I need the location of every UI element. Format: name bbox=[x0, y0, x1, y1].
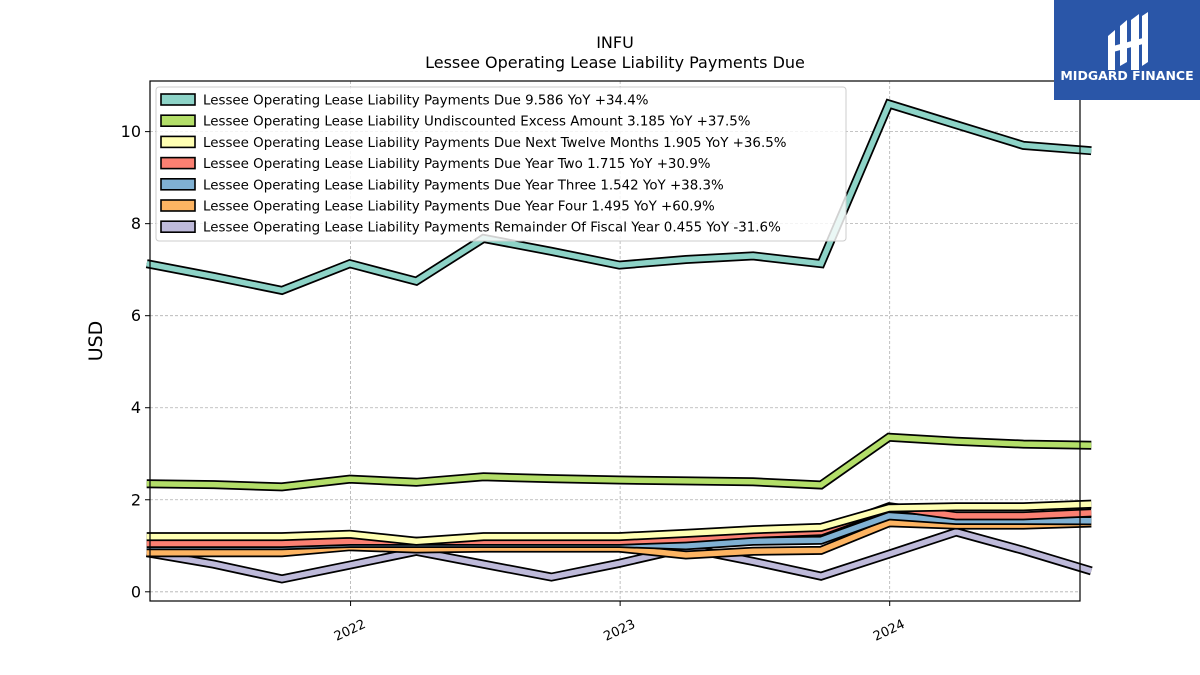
logo-text: MIDGARD FINANCE bbox=[1060, 68, 1193, 83]
series-line bbox=[146, 518, 1092, 560]
series-line-fill bbox=[146, 501, 1092, 544]
legend-swatch bbox=[160, 114, 196, 127]
y-axis: 0 2 4 6 8 10 bbox=[121, 122, 150, 601]
legend-swatch bbox=[160, 135, 196, 149]
legend: Lessee Operating Lease Liability Payment… bbox=[155, 86, 847, 242]
series-line bbox=[145, 527, 1093, 584]
y-tick-label: 0 bbox=[131, 582, 141, 601]
legend-entry: Lessee Operating Lease Liability Payment… bbox=[203, 94, 649, 109]
series-line bbox=[145, 98, 1092, 296]
series-line-fill bbox=[146, 520, 1092, 558]
series-line bbox=[146, 502, 1092, 548]
series-line-fill bbox=[146, 503, 1092, 547]
series-line-fill bbox=[146, 434, 1092, 490]
legend-swatch bbox=[160, 93, 196, 106]
y-tick-label: 6 bbox=[131, 306, 141, 325]
y-tick-label: 4 bbox=[131, 398, 141, 417]
series-line bbox=[146, 432, 1092, 492]
legend-swatch bbox=[160, 220, 196, 233]
series-line bbox=[146, 499, 1092, 546]
y-tick-label: 10 bbox=[121, 122, 141, 141]
legend-entry: Lessee Operating Lease Liability Payment… bbox=[203, 200, 715, 215]
legend-swatch bbox=[160, 156, 196, 170]
plot-frame bbox=[149, 80, 1081, 602]
series-line-fill bbox=[146, 529, 1093, 582]
y-tick-label: 2 bbox=[131, 490, 141, 509]
brand-logo: MIDGARD FINANCE bbox=[1054, 0, 1200, 100]
legend-swatch bbox=[160, 178, 196, 191]
legend-box bbox=[155, 86, 847, 242]
legend-entry: Lessee Operating Lease Liability Payment… bbox=[203, 178, 724, 193]
legend-entry: Lessee Operating Lease Liability Payment… bbox=[203, 221, 781, 236]
series-line-fill bbox=[146, 100, 1092, 294]
series-layer bbox=[145, 98, 1093, 584]
y-tick-label: 8 bbox=[131, 214, 141, 233]
chart-title: INFU bbox=[596, 33, 634, 52]
legend-entry: Lessee Operating Lease Liability Payment… bbox=[203, 157, 710, 172]
legend-entry: Lessee Operating Lease Liability Payment… bbox=[203, 136, 786, 151]
chart-subtitle: Lessee Operating Lease Liability Payment… bbox=[425, 53, 805, 72]
legend-swatch bbox=[160, 199, 196, 212]
logo-mark-icon bbox=[1108, 12, 1148, 70]
y-axis-label: USD bbox=[85, 321, 107, 362]
legend-entry: Lessee Operating Lease Liability Undisco… bbox=[203, 115, 750, 130]
